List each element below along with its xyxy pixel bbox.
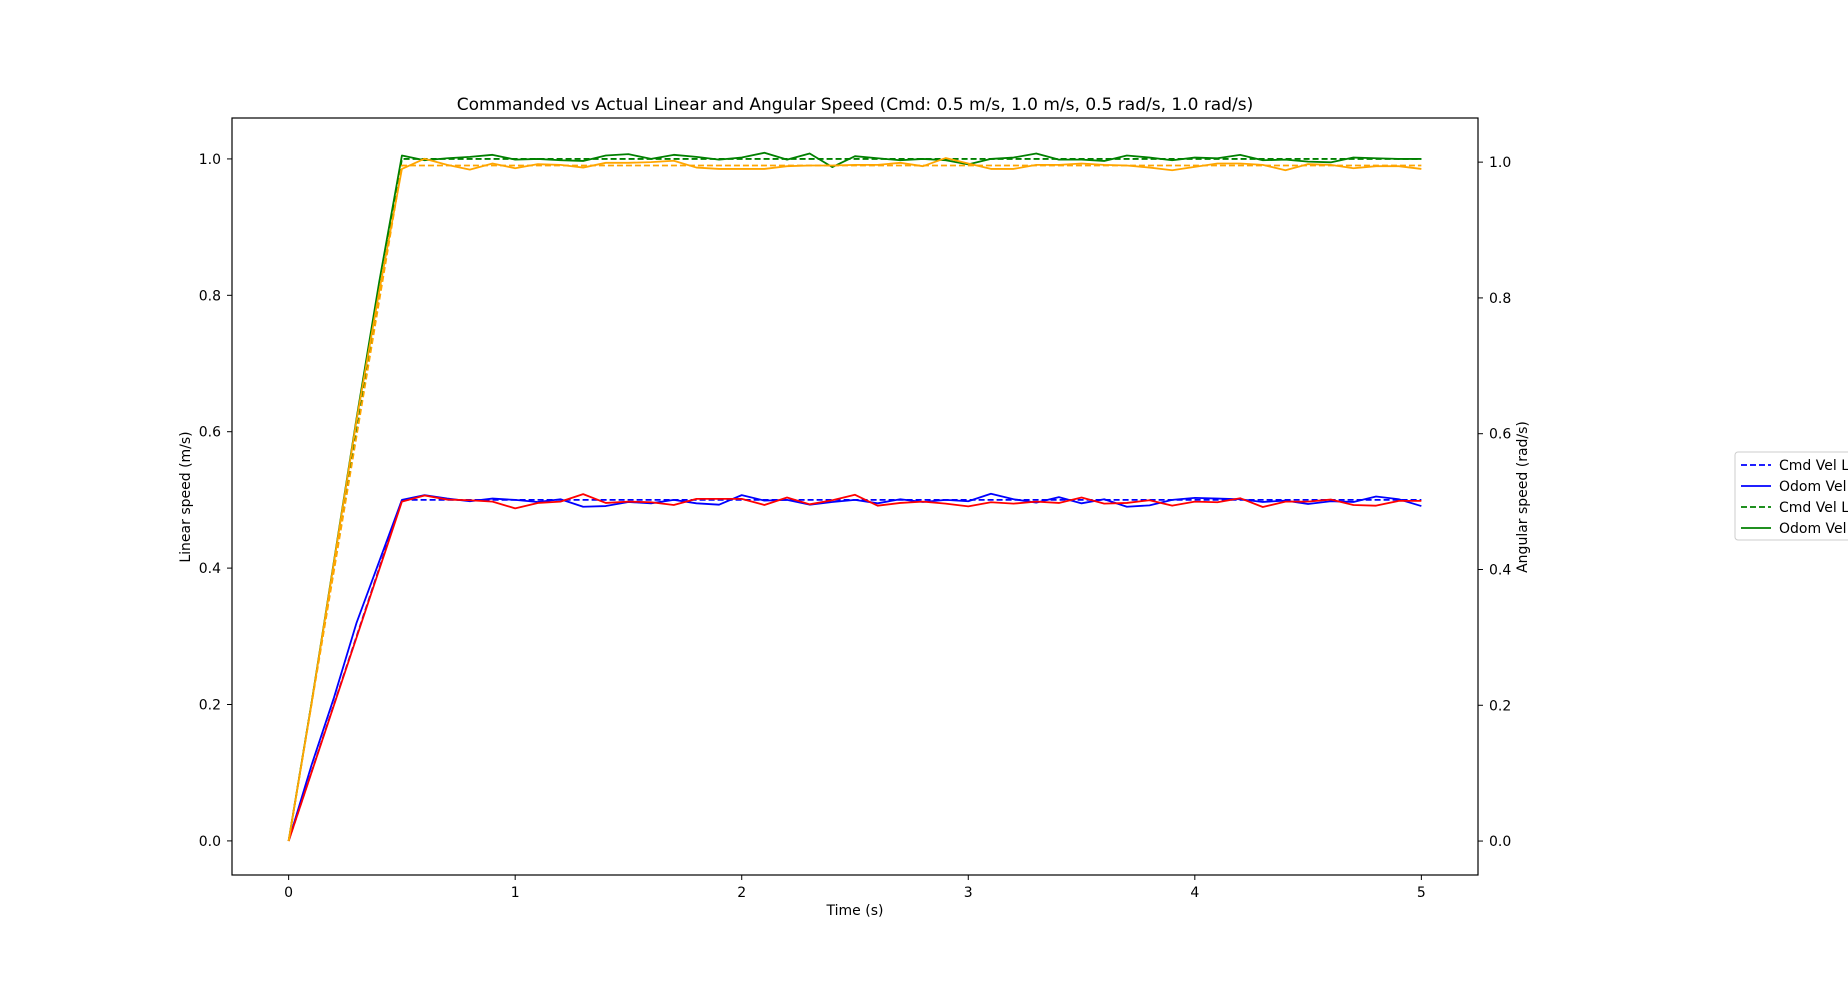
x-tick-label: 2 [737, 885, 746, 901]
series-line-4 [287, 493, 1422, 842]
legend: Cmd Vel L Odom Vel Cmd Vel L Odom Vel [1734, 451, 1848, 541]
series-line-0 [287, 499, 1422, 842]
x-tick-label: 4 [1190, 885, 1199, 901]
legend-label: Odom Vel [1779, 521, 1847, 537]
series-line-1 [287, 492, 1422, 842]
plot-frame [231, 117, 1479, 876]
y2-tick-label: 0.2 [1489, 698, 1511, 714]
series-line-6 [287, 157, 1422, 842]
series-line-3 [287, 151, 1422, 842]
y2-tick-label: 0.4 [1489, 562, 1511, 578]
x-tick-label: 0 [284, 885, 293, 901]
y-tick-label: 1.0 [199, 152, 221, 168]
y2-tick-label: 0.6 [1489, 427, 1511, 443]
y-tick-label: 0.8 [199, 288, 221, 304]
y-axis-label: Linear speed (m/s) [178, 431, 194, 562]
y-axis-left: 0.0 0.2 0.4 0.6 0.8 1.0 [199, 152, 232, 850]
y-tick-label: 0.0 [199, 834, 221, 850]
y2-tick-label: 0.0 [1489, 834, 1511, 850]
y2-tick-label: 1.0 [1489, 155, 1511, 171]
series-layer [287, 151, 1422, 842]
legend-box [1734, 451, 1848, 541]
y2-axis-label: Angular speed (rad/s) [1515, 421, 1531, 573]
x-tick-label: 1 [511, 885, 520, 901]
legend-label: Cmd Vel L [1779, 458, 1848, 474]
legend-label: Odom Vel [1779, 479, 1847, 495]
legend-label: Cmd Vel L [1779, 500, 1848, 516]
y-tick-label: 0.6 [199, 425, 221, 441]
y2-tick-label: 0.8 [1489, 291, 1511, 307]
x-axis-label: Time (s) [826, 903, 884, 919]
chart-title: Commanded vs Actual Linear and Angular S… [457, 95, 1254, 115]
x-tick-label: 5 [1417, 885, 1426, 901]
y-tick-label: 0.2 [199, 698, 221, 714]
y-tick-label: 0.4 [199, 561, 221, 577]
x-tick-label: 3 [964, 885, 973, 901]
y-axis-right: 0.0 0.2 0.4 0.6 0.8 1.0 [1478, 155, 1511, 850]
x-axis: 0 1 2 3 4 5 [284, 875, 1426, 901]
